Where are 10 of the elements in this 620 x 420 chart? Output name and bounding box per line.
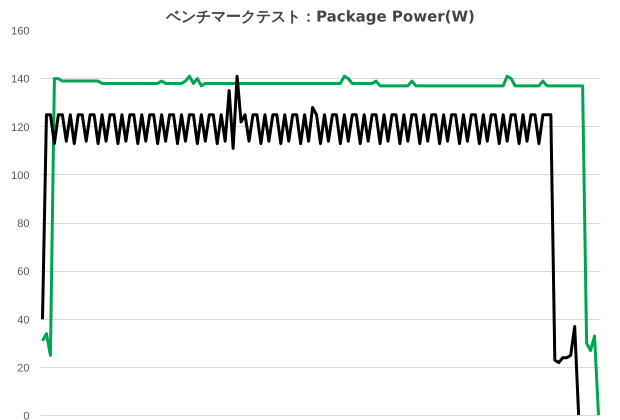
y-tick-label: 40 — [17, 314, 30, 326]
y-tick-label: 80 — [17, 218, 30, 230]
chart-title: ベンチマークテスト：Package Power(W) — [165, 8, 475, 26]
y-tick-label: 120 — [11, 122, 30, 134]
y-tick-label: 160 — [11, 26, 30, 38]
y-tick-label: 60 — [17, 266, 30, 278]
y-tick-label: 0 — [23, 410, 30, 420]
y-tick-label: 20 — [17, 362, 30, 374]
y-tick-label: 140 — [11, 74, 30, 86]
y-tick-label: 100 — [11, 170, 30, 182]
